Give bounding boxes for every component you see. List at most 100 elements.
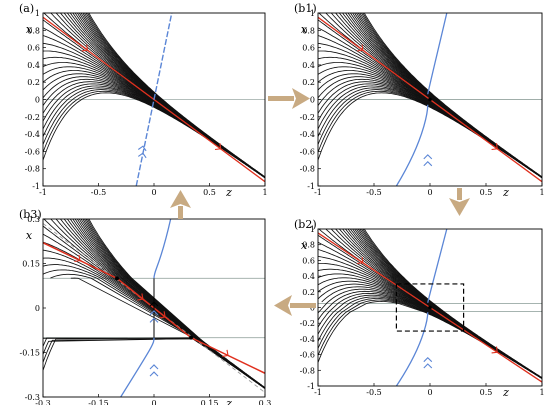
- equilibrium-dot: [189, 335, 193, 340]
- trajectory: [359, 13, 542, 178]
- x-tick-label: 0.5: [203, 188, 216, 197]
- plot-area: [43, 13, 265, 186]
- equilibrium-dot: [428, 305, 432, 310]
- y-tick-label: -0.2: [300, 319, 315, 328]
- trajectory: [318, 268, 542, 379]
- trajectory: [76, 13, 265, 178]
- x-tick-label: 0.3: [259, 399, 272, 405]
- trajectory: [338, 13, 542, 178]
- y-tick-label: 0.8: [302, 241, 315, 250]
- y-tick-label: 0.6: [27, 44, 40, 53]
- trajectory: [83, 13, 265, 178]
- panel-b1: -1 -0.5 0 0.5 1 1 0.8 0.6 0.4 0.2 0 -0.2 -0.4 -0.6 -0.…: [294, 2, 545, 199]
- stable-manifold: [120, 219, 172, 397]
- panel-label: (b2): [294, 218, 317, 231]
- plot-area: [318, 229, 542, 386]
- x-tick-label: -0.3: [35, 399, 50, 405]
- trajectory: [360, 229, 542, 379]
- y-tick-label: 0.8: [27, 26, 40, 35]
- segment-arrow: [149, 301, 159, 307]
- y-tick-label: 0: [310, 96, 315, 105]
- y-tick-label: 0.6: [302, 256, 315, 265]
- y-tick-label: 0.4: [27, 61, 40, 70]
- y-tick-label: -0.6: [25, 147, 40, 156]
- y-axis-label: x: [26, 23, 33, 36]
- trajectory: [363, 229, 542, 379]
- trajectory: [330, 13, 542, 178]
- x-tick-label: 0: [151, 188, 156, 197]
- x-axis-label: z: [502, 386, 509, 399]
- y-tick-label: -0.6: [300, 147, 315, 156]
- y-tick-label: -1: [307, 182, 315, 191]
- x-tick-label: 0: [427, 188, 432, 197]
- y-tick-label: 0.2: [27, 78, 40, 87]
- arrow-b3-to-a: [170, 190, 191, 219]
- x-tick-label: -0.15: [88, 399, 109, 405]
- trajectory: [43, 73, 265, 178]
- trajectory: [43, 56, 265, 178]
- trajectory: [82, 13, 265, 178]
- panel-a: -1 -0.5 0 0.5 1 1 0.8 0.6 0.4 0.2 0 -0.2 -0.4 -0.6 -0.…: [19, 2, 268, 199]
- x-tick-label: 0.5: [480, 388, 493, 397]
- trajectory: [50, 13, 265, 178]
- y-tick-label: -0.8: [25, 165, 40, 174]
- trajectory: [86, 13, 265, 178]
- manifold-arrow: [423, 363, 433, 369]
- equilibrium-dot: [115, 276, 119, 281]
- x-tick-label: -0.5: [366, 388, 381, 397]
- sliding-arrow: [357, 257, 364, 264]
- zoom-box: [395, 283, 465, 332]
- y-tick-label: 0.4: [302, 272, 315, 281]
- trajectory: [72, 13, 265, 178]
- trajectory: [342, 229, 542, 379]
- x-axis-label: z: [225, 186, 232, 199]
- y-axis-label: x: [26, 229, 33, 242]
- sliding-arrow: [74, 254, 81, 263]
- plot-area: [318, 13, 542, 186]
- y-tick-label: 1: [310, 9, 315, 18]
- x-tick-label: 1: [262, 188, 267, 197]
- trajectory: [344, 13, 542, 178]
- x-tick-label: -1: [39, 188, 47, 197]
- trajectory: [363, 13, 542, 178]
- sliding-arrow: [491, 346, 498, 354]
- y-tick-label: -0.2: [300, 113, 315, 122]
- y-tick-label: -0.6: [300, 351, 315, 360]
- y-tick-label: -0.8: [300, 165, 315, 174]
- arrow-b1-to-b2: [449, 188, 470, 216]
- y-tick-label: 0.2: [302, 78, 315, 87]
- equilibrium-dot: [428, 97, 432, 102]
- trajectory: [335, 13, 542, 178]
- y-tick-label: -0.8: [300, 366, 315, 375]
- trajectory: [43, 62, 265, 178]
- trajectory: [85, 13, 265, 178]
- stable-manifold: [395, 13, 448, 186]
- manifold-arrow: [423, 161, 433, 167]
- x-tick-label: 1: [539, 388, 544, 397]
- x-tick-label: 1: [539, 188, 544, 197]
- trajectory: [76, 219, 265, 389]
- y-tick-label: 1: [310, 225, 315, 234]
- y-tick-label: 0.15: [22, 260, 40, 269]
- sliding-arrow: [137, 293, 144, 301]
- y-tick-label: -0.4: [300, 335, 315, 344]
- trajectory: [78, 13, 265, 178]
- y-tick-label: 0.2: [302, 288, 315, 297]
- arrow-b2-to-b3: [274, 295, 316, 316]
- panel-label: (b1): [294, 2, 317, 15]
- y-tick-label: -0.2: [25, 113, 40, 122]
- trajectory: [349, 13, 542, 178]
- x-tick-label: 0.15: [201, 399, 219, 405]
- trajectory: [362, 229, 542, 379]
- trajectory: [318, 273, 542, 379]
- stable-manifold: [395, 229, 448, 386]
- trajectory: [63, 13, 265, 178]
- x-tick-label: 0.5: [480, 188, 493, 197]
- trajectory: [43, 50, 265, 178]
- panel-b3: -0.3 -0.15 0 0.15 0.3 0.3 0.15 0 -0.15 -0.3 z x (b3): [19, 208, 272, 405]
- y-tick-label: 1: [35, 9, 40, 18]
- manifold-arrow: [423, 356, 433, 363]
- y-tick-label: -0.4: [300, 130, 315, 139]
- manifold-arrow: [149, 364, 159, 370]
